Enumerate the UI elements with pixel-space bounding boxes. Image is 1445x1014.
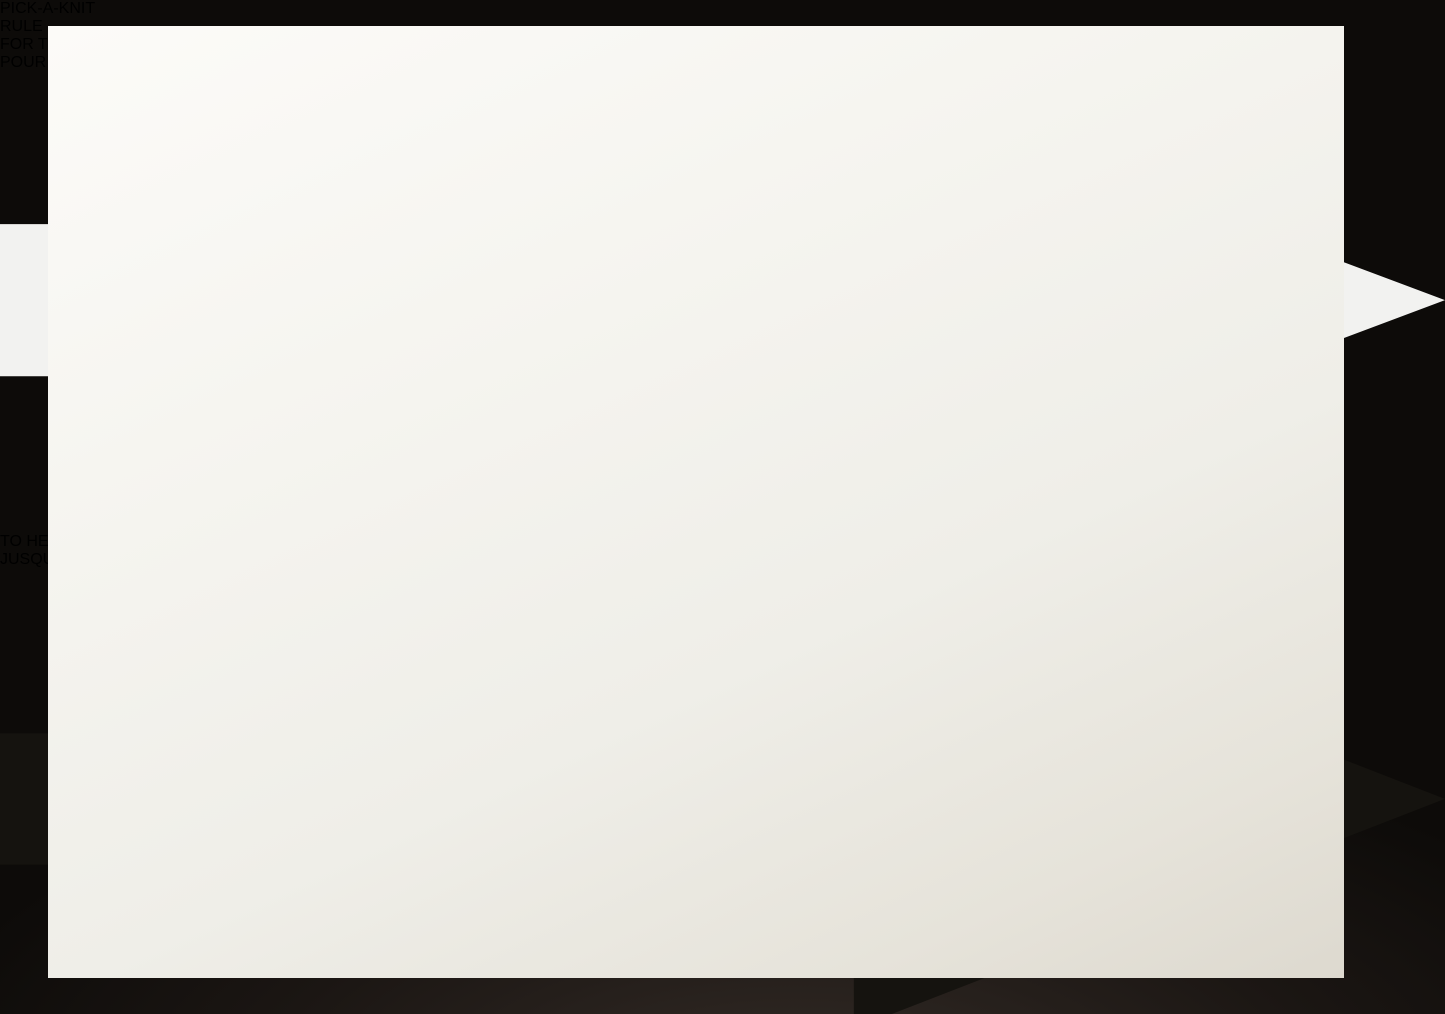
rule-label: RULE <box>0 18 43 35</box>
pick-a-knit-label: PICK-A-KNIT <box>0 0 96 17</box>
envelope-paper <box>48 26 1344 978</box>
rule-label-box: RULE <box>0 18 1445 36</box>
